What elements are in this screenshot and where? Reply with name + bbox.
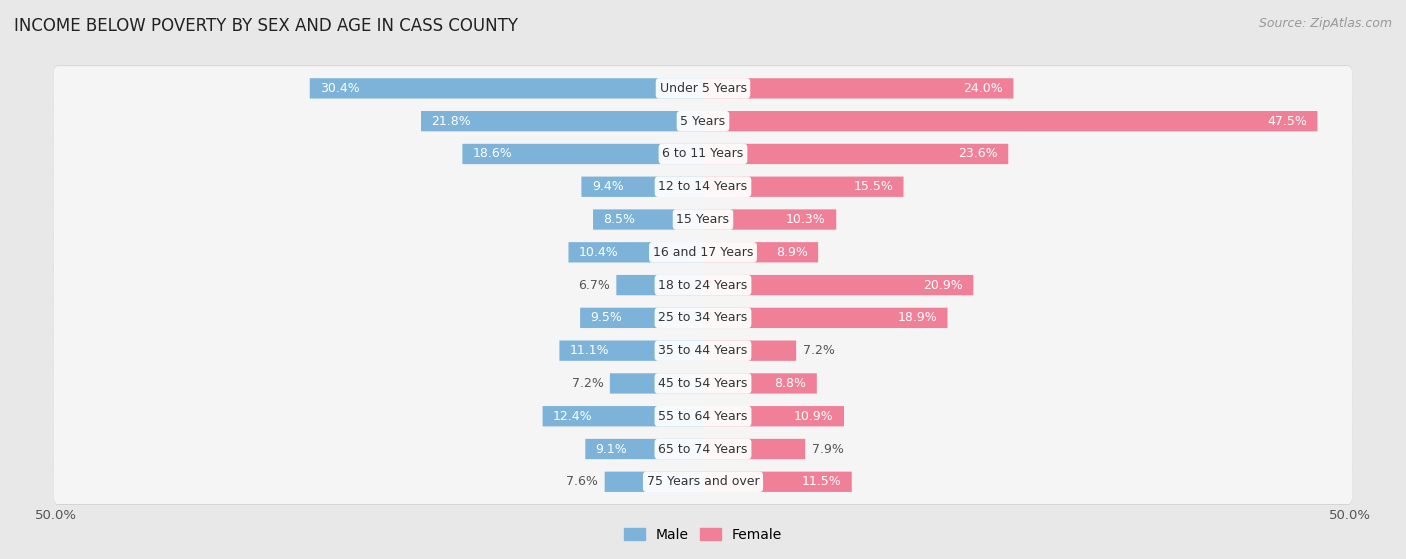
Text: 45 to 54 Years: 45 to 54 Years xyxy=(658,377,748,390)
FancyBboxPatch shape xyxy=(703,472,852,492)
Text: 7.6%: 7.6% xyxy=(567,475,598,489)
FancyBboxPatch shape xyxy=(53,296,1353,340)
Text: 16 and 17 Years: 16 and 17 Years xyxy=(652,246,754,259)
FancyBboxPatch shape xyxy=(610,373,703,394)
Text: 10.3%: 10.3% xyxy=(786,213,825,226)
Text: 21.8%: 21.8% xyxy=(432,115,471,127)
FancyBboxPatch shape xyxy=(53,229,1353,275)
Text: 25 to 34 Years: 25 to 34 Years xyxy=(658,311,748,324)
FancyBboxPatch shape xyxy=(53,131,1353,177)
FancyBboxPatch shape xyxy=(53,66,1353,111)
FancyBboxPatch shape xyxy=(53,295,1353,341)
Text: Source: ZipAtlas.com: Source: ZipAtlas.com xyxy=(1258,17,1392,30)
Text: 65 to 74 Years: 65 to 74 Years xyxy=(658,443,748,456)
FancyBboxPatch shape xyxy=(543,406,703,427)
FancyBboxPatch shape xyxy=(53,197,1353,242)
Text: INCOME BELOW POVERTY BY SEX AND AGE IN CASS COUNTY: INCOME BELOW POVERTY BY SEX AND AGE IN C… xyxy=(14,17,517,35)
FancyBboxPatch shape xyxy=(53,132,1353,176)
FancyBboxPatch shape xyxy=(53,394,1353,438)
Text: 7.2%: 7.2% xyxy=(571,377,603,390)
Text: 18 to 24 Years: 18 to 24 Years xyxy=(658,278,748,292)
FancyBboxPatch shape xyxy=(53,459,1353,504)
Text: 5 Years: 5 Years xyxy=(681,115,725,127)
Text: 55 to 64 Years: 55 to 64 Years xyxy=(658,410,748,423)
Text: 15 Years: 15 Years xyxy=(676,213,730,226)
FancyBboxPatch shape xyxy=(703,242,818,263)
Text: 18.6%: 18.6% xyxy=(472,148,513,160)
Text: 12 to 14 Years: 12 to 14 Years xyxy=(658,180,748,193)
FancyBboxPatch shape xyxy=(703,144,1008,164)
FancyBboxPatch shape xyxy=(703,373,817,394)
FancyBboxPatch shape xyxy=(560,340,703,361)
FancyBboxPatch shape xyxy=(53,98,1353,144)
Text: 24.0%: 24.0% xyxy=(963,82,1002,95)
Text: 9.4%: 9.4% xyxy=(592,180,623,193)
Text: 8.5%: 8.5% xyxy=(603,213,636,226)
FancyBboxPatch shape xyxy=(53,328,1353,373)
Text: 6.7%: 6.7% xyxy=(578,278,610,292)
FancyBboxPatch shape xyxy=(53,99,1353,144)
FancyBboxPatch shape xyxy=(703,111,1317,131)
FancyBboxPatch shape xyxy=(703,177,904,197)
Text: 10.9%: 10.9% xyxy=(794,410,834,423)
FancyBboxPatch shape xyxy=(53,427,1353,471)
Text: 8.9%: 8.9% xyxy=(776,246,808,259)
FancyBboxPatch shape xyxy=(53,394,1353,439)
Text: 7.9%: 7.9% xyxy=(811,443,844,456)
FancyBboxPatch shape xyxy=(53,164,1353,209)
FancyBboxPatch shape xyxy=(53,164,1353,210)
FancyBboxPatch shape xyxy=(53,459,1353,505)
Text: 35 to 44 Years: 35 to 44 Years xyxy=(658,344,748,357)
Text: 11.1%: 11.1% xyxy=(569,344,609,357)
FancyBboxPatch shape xyxy=(53,262,1353,308)
FancyBboxPatch shape xyxy=(53,361,1353,406)
FancyBboxPatch shape xyxy=(703,340,796,361)
Text: 30.4%: 30.4% xyxy=(321,82,360,95)
Text: Under 5 Years: Under 5 Years xyxy=(659,82,747,95)
FancyBboxPatch shape xyxy=(703,406,844,427)
FancyBboxPatch shape xyxy=(53,197,1353,243)
FancyBboxPatch shape xyxy=(616,275,703,295)
FancyBboxPatch shape xyxy=(53,230,1353,274)
Text: 23.6%: 23.6% xyxy=(959,148,998,160)
Text: 10.4%: 10.4% xyxy=(579,246,619,259)
FancyBboxPatch shape xyxy=(463,144,703,164)
FancyBboxPatch shape xyxy=(53,328,1353,373)
Text: 75 Years and over: 75 Years and over xyxy=(647,475,759,489)
Text: 8.8%: 8.8% xyxy=(775,377,807,390)
FancyBboxPatch shape xyxy=(53,361,1353,406)
Text: 20.9%: 20.9% xyxy=(924,278,963,292)
Text: 18.9%: 18.9% xyxy=(897,311,938,324)
FancyBboxPatch shape xyxy=(53,263,1353,307)
FancyBboxPatch shape xyxy=(309,78,703,98)
Text: 9.1%: 9.1% xyxy=(596,443,627,456)
FancyBboxPatch shape xyxy=(703,275,973,295)
Text: 9.5%: 9.5% xyxy=(591,311,623,324)
Text: 15.5%: 15.5% xyxy=(853,180,893,193)
Legend: Male, Female: Male, Female xyxy=(617,520,789,548)
FancyBboxPatch shape xyxy=(53,65,1353,111)
FancyBboxPatch shape xyxy=(703,210,837,230)
FancyBboxPatch shape xyxy=(593,210,703,230)
FancyBboxPatch shape xyxy=(605,472,703,492)
FancyBboxPatch shape xyxy=(703,439,806,459)
FancyBboxPatch shape xyxy=(585,439,703,459)
FancyBboxPatch shape xyxy=(568,242,703,263)
FancyBboxPatch shape xyxy=(582,177,703,197)
Text: 6 to 11 Years: 6 to 11 Years xyxy=(662,148,744,160)
Text: 47.5%: 47.5% xyxy=(1267,115,1308,127)
FancyBboxPatch shape xyxy=(581,307,703,328)
Text: 11.5%: 11.5% xyxy=(801,475,841,489)
FancyBboxPatch shape xyxy=(703,307,948,328)
Text: 12.4%: 12.4% xyxy=(553,410,592,423)
Text: 7.2%: 7.2% xyxy=(803,344,835,357)
FancyBboxPatch shape xyxy=(53,426,1353,472)
FancyBboxPatch shape xyxy=(420,111,703,131)
FancyBboxPatch shape xyxy=(703,78,1014,98)
